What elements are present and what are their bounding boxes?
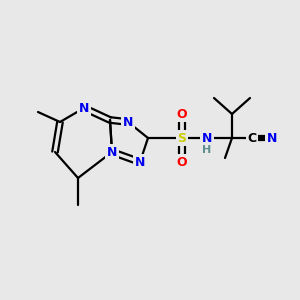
Text: N: N [107,146,117,158]
Text: S: S [178,131,187,145]
Text: N: N [79,101,89,115]
Text: N: N [267,131,277,145]
Text: H: H [202,145,211,155]
Text: O: O [177,155,187,169]
Text: C: C [248,131,256,145]
Text: N: N [135,155,145,169]
Text: O: O [177,107,187,121]
Text: N: N [202,131,212,145]
Text: N: N [123,116,133,128]
